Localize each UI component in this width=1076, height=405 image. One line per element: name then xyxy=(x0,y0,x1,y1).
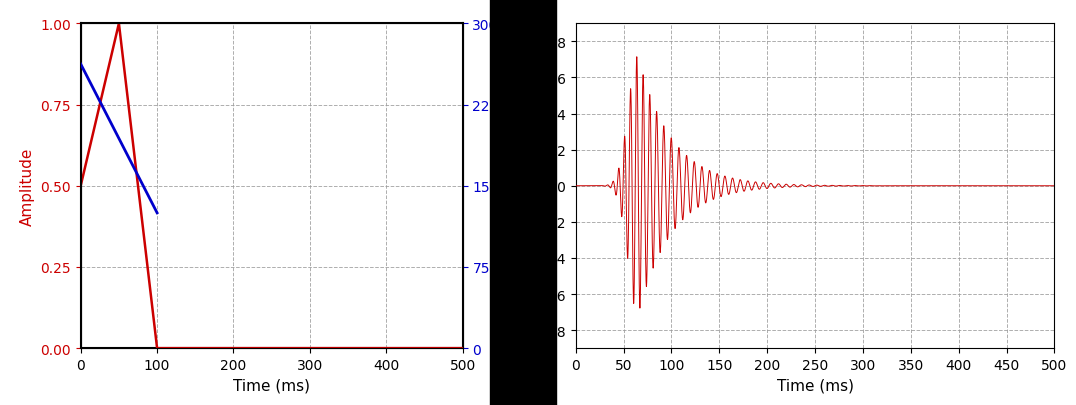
X-axis label: Time (ms): Time (ms) xyxy=(233,377,310,392)
Y-axis label: Acceleration (g): Acceleration (g) xyxy=(512,126,527,247)
Y-axis label: Frequency (Hz): Frequency (Hz) xyxy=(505,129,520,244)
Y-axis label: Amplitude: Amplitude xyxy=(19,147,34,226)
X-axis label: Time (ms): Time (ms) xyxy=(777,377,853,392)
